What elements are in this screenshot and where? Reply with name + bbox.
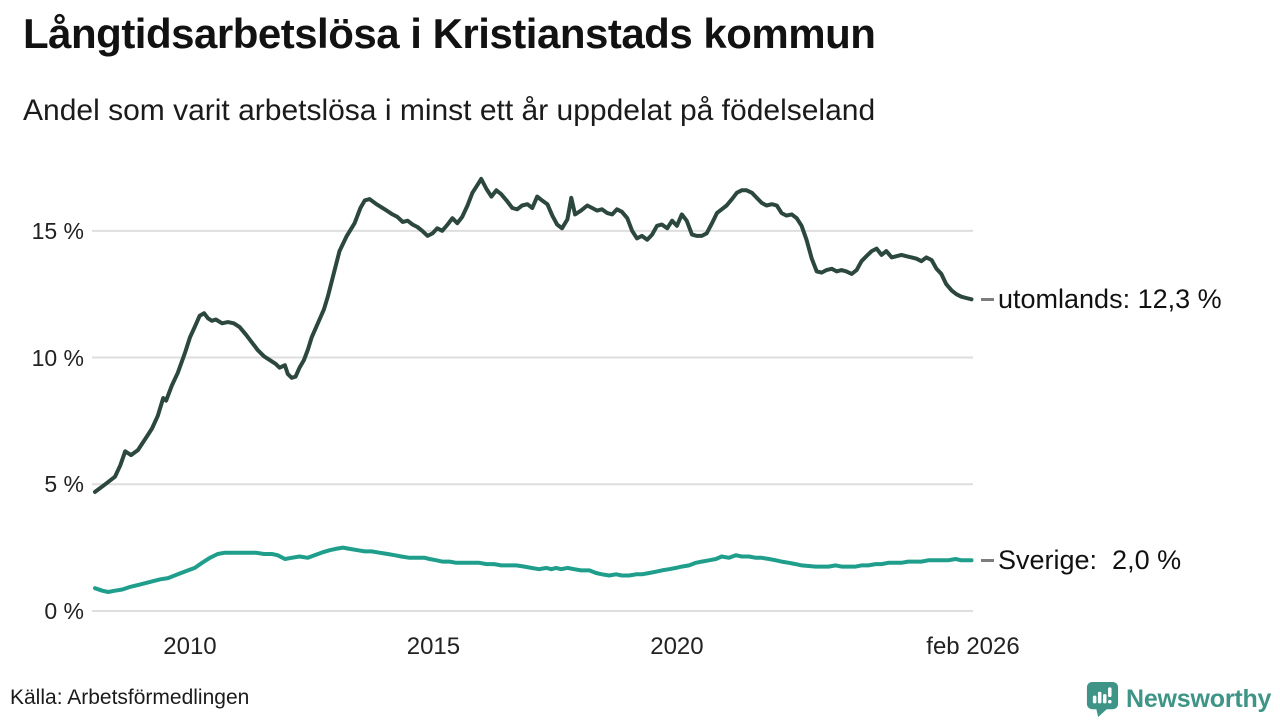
y-tick-label: 15 % (31, 217, 84, 244)
newsworthy-wordmark: Newsworthy (1126, 684, 1272, 713)
label-connector-dash (981, 558, 994, 562)
x-tick-label: feb 2026 (926, 633, 1020, 660)
y-tick-label: 0 % (44, 598, 84, 624)
newsworthy-logo: Newsworthy (1086, 681, 1271, 717)
y-tick-label: 10 % (31, 344, 84, 371)
chart-subtitle: Andel som varit arbetslösa i minst ett å… (23, 94, 876, 127)
x-tick-label: 2015 (406, 633, 461, 660)
series-line-Sverige (93, 545, 974, 594)
series-line-utomlands (93, 176, 974, 494)
y-tick-label: 5 % (44, 471, 84, 498)
chart-title: Långtidsarbetslösa i Kristianstads kommu… (23, 10, 876, 57)
newsworthy-speech-bubble-chart-icon (1086, 681, 1119, 717)
x-tick-label: 2020 (650, 633, 704, 660)
source-attribution: Källa: Arbetsförmedlingen (10, 686, 250, 709)
series-end-label-sverige: Sverige: 2,0 % (981, 543, 1181, 577)
x-tick-label: 2010 (163, 633, 217, 660)
series-label-text: utomlands: 12,3 % (998, 283, 1222, 314)
label-connector-dash (981, 297, 994, 301)
series-label-text: Sverige: 2,0 % (998, 544, 1182, 575)
series-end-label-utomlands: utomlands: 12,3 % (981, 282, 1222, 316)
